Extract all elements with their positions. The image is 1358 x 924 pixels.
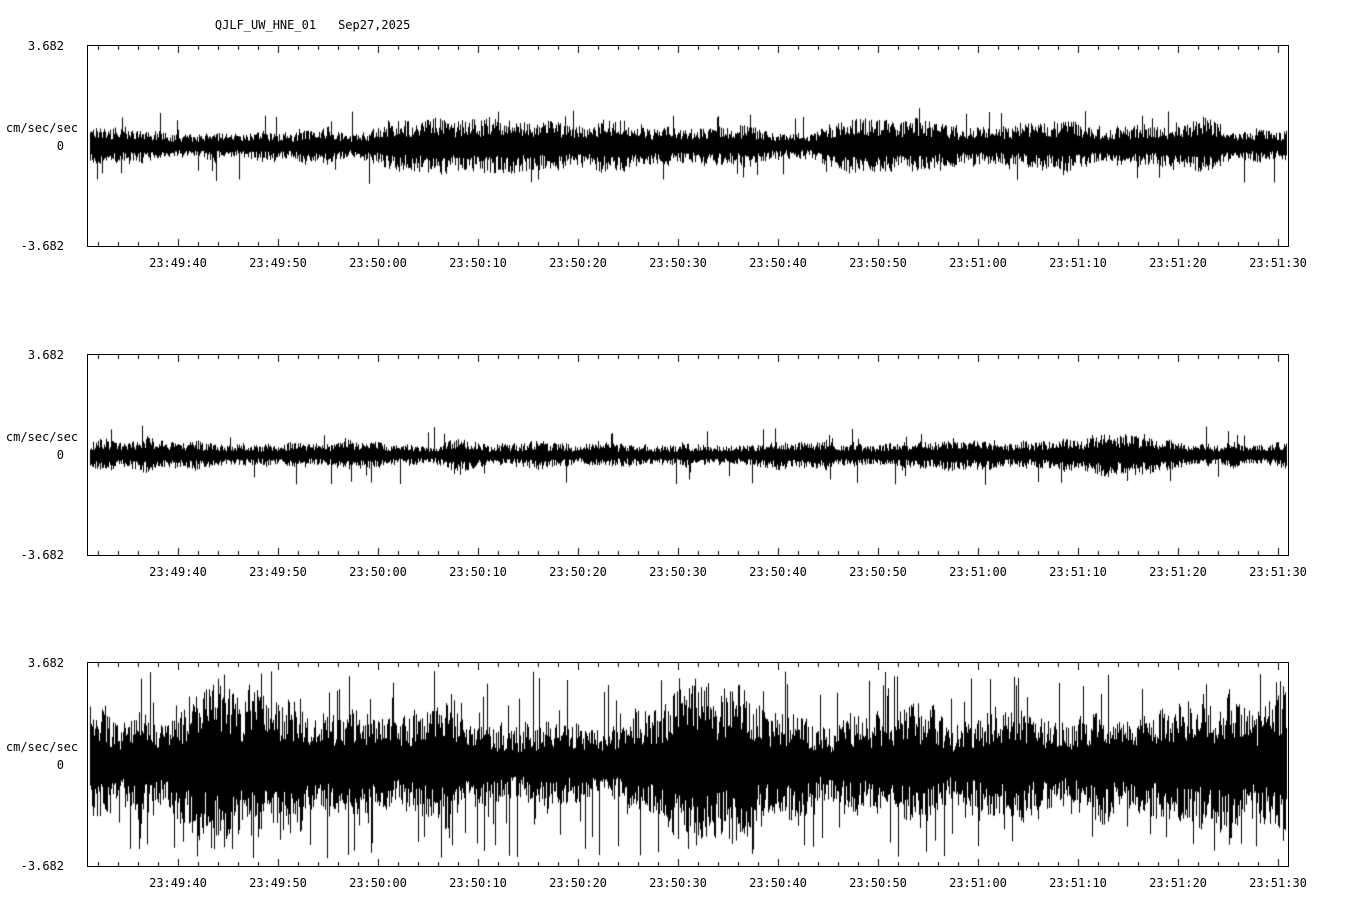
seismogram-panel-hne: QJLF_UW_HNE_01 Sep27,2025 3.682 cm/sec/se… <box>0 0 1358 276</box>
x-tick-label: 23:51:20 <box>1149 876 1207 890</box>
x-tick-label: 23:49:40 <box>149 565 207 579</box>
x-tick-label: 23:49:40 <box>149 876 207 890</box>
y-axis-unit-label: cm/sec/sec <box>5 739 79 754</box>
x-tick-label: 23:50:30 <box>649 256 707 270</box>
x-tick-label: 23:49:50 <box>249 256 307 270</box>
x-tick-label: 23:51:20 <box>1149 256 1207 270</box>
x-tick-label: 23:50:10 <box>449 565 507 579</box>
panel-title: QJLF_UW_HNE_01 Sep27,2025 <box>186 4 410 46</box>
y-axis-unit-label: cm/sec/sec <box>5 430 79 444</box>
x-tick-label: 23:49:50 <box>249 876 307 890</box>
x-tick-label: 23:50:50 <box>849 876 907 890</box>
plot-box <box>87 662 1289 867</box>
x-tick-label: 23:50:40 <box>749 256 807 270</box>
x-tick-label: 23:51:00 <box>949 256 1007 270</box>
x-tick-label: 23:50:20 <box>549 565 607 579</box>
x-tick-label: 23:50:50 <box>849 256 907 270</box>
x-tick-label: 23:50:30 <box>649 876 707 890</box>
x-tick-label: 23:51:30 <box>1249 565 1307 579</box>
plot-box <box>87 354 1289 556</box>
y-axis-unit-label: cm/sec/sec <box>5 121 79 135</box>
x-tick-label: 23:50:10 <box>449 876 507 890</box>
x-tick-label: 23:50:10 <box>449 256 507 270</box>
x-tick-label: 23:50:00 <box>349 876 407 890</box>
x-axis-labels: 23:49:40 23:49:50 23:50:00 23:50:10 23:50:20… <box>0 565 1358 579</box>
y-tick-zero-label: 0 <box>56 139 64 153</box>
y-tick-zero-label: 0 <box>56 757 64 772</box>
x-tick-label: 23:50:20 <box>549 256 607 270</box>
y-tick-min-label: -3.682 <box>20 859 64 873</box>
station-channel-label: QJLF_UW_HNE_01 <box>214 18 317 32</box>
y-tick-min-label: -3.682 <box>20 239 64 253</box>
waveform-canvas <box>88 355 1288 555</box>
y-tick-max-label: 3.682 <box>27 656 64 670</box>
x-tick-label: 23:50:40 <box>749 876 807 890</box>
x-tick-label: 23:50:40 <box>749 565 807 579</box>
x-tick-label: 23:50:50 <box>849 565 907 579</box>
x-tick-label: 23:50:30 <box>649 565 707 579</box>
y-tick-zero-label: 0 <box>56 448 64 462</box>
y-tick-max-label: 3.682 <box>27 348 64 362</box>
x-tick-label: 23:51:10 <box>1049 256 1107 270</box>
x-tick-label: 23:51:20 <box>1149 565 1207 579</box>
y-tick-max-label: 3.682 <box>27 39 64 53</box>
x-axis-labels: 23:49:40 23:49:50 23:50:00 23:50:10 23:50:20… <box>0 256 1358 270</box>
plot-box <box>87 45 1289 247</box>
x-tick-label: 23:50:20 <box>549 876 607 890</box>
x-tick-label: 23:49:40 <box>149 256 207 270</box>
x-tick-label: 23:51:00 <box>949 876 1007 890</box>
x-tick-label: 23:51:00 <box>949 565 1007 579</box>
waveform-canvas <box>88 46 1288 246</box>
y-tick-min-label: -3.682 <box>20 548 64 562</box>
x-tick-label: 23:50:00 <box>349 565 407 579</box>
x-tick-label: 23:51:10 <box>1049 876 1107 890</box>
date-label: Sep27,2025 <box>338 18 411 32</box>
waveform-canvas <box>88 663 1288 866</box>
x-tick-label: 23:49:50 <box>249 565 307 579</box>
x-tick-label: 23:50:00 <box>349 256 407 270</box>
x-axis-labels: 23:49:40 23:49:50 23:50:00 23:50:10 23:50:20… <box>0 876 1358 890</box>
x-tick-label: 23:51:30 <box>1249 876 1307 890</box>
x-tick-label: 23:51:30 <box>1249 256 1307 270</box>
x-tick-label: 23:51:10 <box>1049 565 1107 579</box>
